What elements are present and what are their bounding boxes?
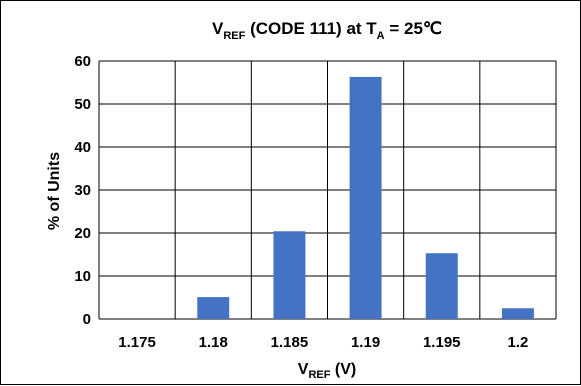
x-tick-label: 1.18 — [199, 334, 228, 351]
y-tick-label: 50 — [74, 96, 91, 113]
y-tick-label: 20 — [74, 225, 91, 242]
y-tick-label: 10 — [74, 268, 91, 285]
title-end: = 25℃ — [385, 19, 442, 38]
title-middle: (CODE 111) at T — [245, 19, 377, 38]
x-tick-label: 1.185 — [271, 334, 309, 351]
bar — [197, 297, 230, 319]
x-tick-label: 1.19 — [351, 334, 380, 351]
bar — [425, 253, 458, 319]
x-tick-label: 1.175 — [118, 334, 156, 351]
x-tick-label: 1.195 — [423, 334, 461, 351]
title-v: V — [212, 19, 224, 38]
x-axis-title: VREF (V) — [298, 361, 356, 381]
tick-layer: 0 10 20 30 40 50 60 1.175 1.18 1.185 1.19 1.195 1.2 — [74, 53, 528, 351]
title-a-subscript: A — [377, 30, 385, 42]
bar — [501, 308, 534, 319]
xlabel-ref-subscript: REF — [308, 369, 330, 381]
bar — [273, 231, 306, 319]
y-tick-label: 30 — [74, 182, 91, 199]
y-tick-label: 40 — [74, 139, 91, 156]
grid-layer — [98, 60, 557, 320]
x-tick-label: 1.2 — [507, 334, 528, 351]
y-tick-label: 60 — [74, 53, 91, 70]
bar-layer — [197, 76, 534, 319]
y-axis-title: % of Units — [46, 152, 63, 230]
chart-title: VREF (CODE 111) at TA = 25℃ — [212, 19, 442, 42]
xlabel-v: V — [298, 361, 309, 378]
bar — [349, 76, 382, 319]
xlabel-end: (V) — [330, 361, 356, 378]
y-tick-label: 0 — [83, 311, 91, 328]
title-ref-subscript: REF — [223, 30, 245, 42]
